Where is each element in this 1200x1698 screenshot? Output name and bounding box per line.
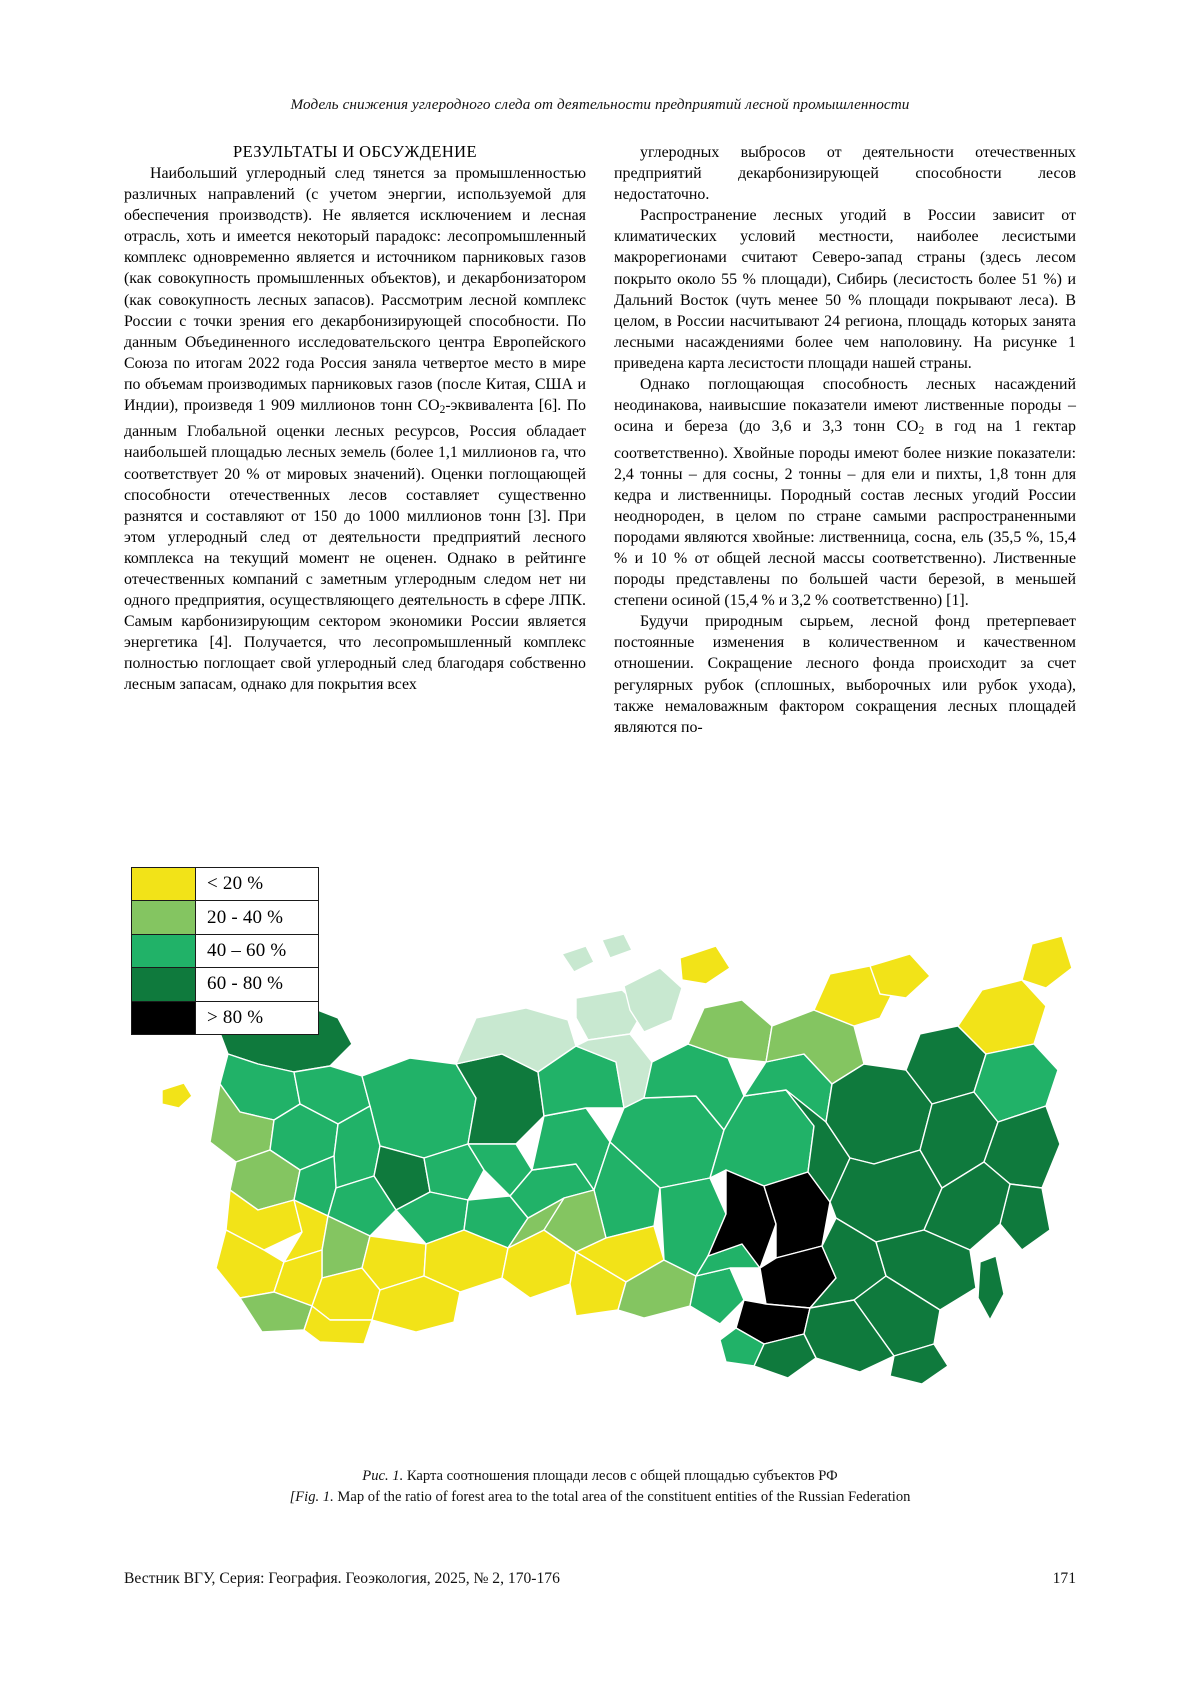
legend-label-lt20: < 20 % (196, 868, 318, 900)
legend-label-40-60: 40 – 60 % (196, 935, 318, 967)
paragraph-left-1-part1: Наибольший углеродный след тянется за пр… (124, 165, 586, 414)
legend-row: 40 – 60 % (132, 935, 318, 968)
paragraph-left-1: Наибольший углеродный след тянется за пр… (124, 163, 586, 696)
legend-label-20-40: 20 - 40 % (196, 901, 318, 933)
figure-1: < 20 % 20 - 40 % 40 – 60 % 60 - 80 % > 8… (124, 858, 1076, 1458)
paragraph-right-3: Однако поглощающая способность лесных на… (614, 374, 1076, 611)
legend-row: < 20 % (132, 868, 318, 901)
legend-row: > 80 % (132, 1002, 318, 1034)
right-column: углеродных выбросов от деятельности отеч… (614, 142, 1076, 738)
paragraph-right-2: Распространение лесных угодий в России з… (614, 205, 1076, 374)
legend-swatch-40-60 (132, 935, 196, 967)
figure-caption: Рис. 1. Карта соотношения площади лесов … (124, 1466, 1076, 1508)
legend-swatch-lt20 (132, 868, 196, 900)
figure-caption-en: [Fig. 1. Map of the ratio of forest area… (124, 1487, 1076, 1508)
figure-caption-ru-label: Рис. 1. (362, 1468, 403, 1484)
legend-label-60-80: 60 - 80 % (196, 968, 318, 1000)
legend-label-gt80: > 80 % (196, 1002, 318, 1034)
legend-swatch-gt80 (132, 1002, 196, 1034)
footer-page-number: 171 (1053, 1570, 1076, 1588)
paragraph-right-4: Будучи природным сырьем, лесной фонд пре… (614, 611, 1076, 738)
legend-swatch-20-40 (132, 901, 196, 933)
figure-caption-ru-text: Карта соотношения площади лесов с общей … (403, 1468, 837, 1484)
page-footer: Вестник ВГУ, Серия: География. Геоэколог… (124, 1570, 1076, 1588)
figure-caption-en-text: Map of the ratio of forest area to the t… (334, 1489, 911, 1505)
footer-journal: Вестник ВГУ, Серия: География. Геоэколог… (124, 1570, 560, 1588)
figure-caption-ru: Рис. 1. Карта соотношения площади лесов … (124, 1466, 1076, 1487)
section-title: РЕЗУЛЬТАТЫ И ОБСУЖДЕНИЕ (124, 142, 586, 162)
legend-row: 60 - 80 % (132, 968, 318, 1001)
text-columns: РЕЗУЛЬТАТЫ И ОБСУЖДЕНИЕ Наибольший углер… (124, 142, 1076, 738)
legend-row: 20 - 40 % (132, 901, 318, 934)
figure-caption-en-label: [Fig. 1. (290, 1489, 334, 1505)
paragraph-right-1: углеродных выбросов от деятельности отеч… (614, 142, 1076, 205)
left-column: РЕЗУЛЬТАТЫ И ОБСУЖДЕНИЕ Наибольший углер… (124, 142, 586, 738)
legend-swatch-60-80 (132, 968, 196, 1000)
paragraph-right-3-part2: в год на 1 гектар соответственно). Хвойн… (614, 418, 1076, 609)
running-head: Модель снижения углеродного следа от дея… (0, 96, 1200, 114)
document-page: Модель снижения углеродного следа от дея… (0, 0, 1200, 1698)
map-legend: < 20 % 20 - 40 % 40 – 60 % 60 - 80 % > 8… (131, 867, 319, 1035)
map-russia-forest-cover: < 20 % 20 - 40 % 40 – 60 % 60 - 80 % > 8… (124, 858, 1076, 1458)
paragraph-left-1-part2: -эквивалента [6]. По данным Глобальной о… (124, 397, 586, 693)
